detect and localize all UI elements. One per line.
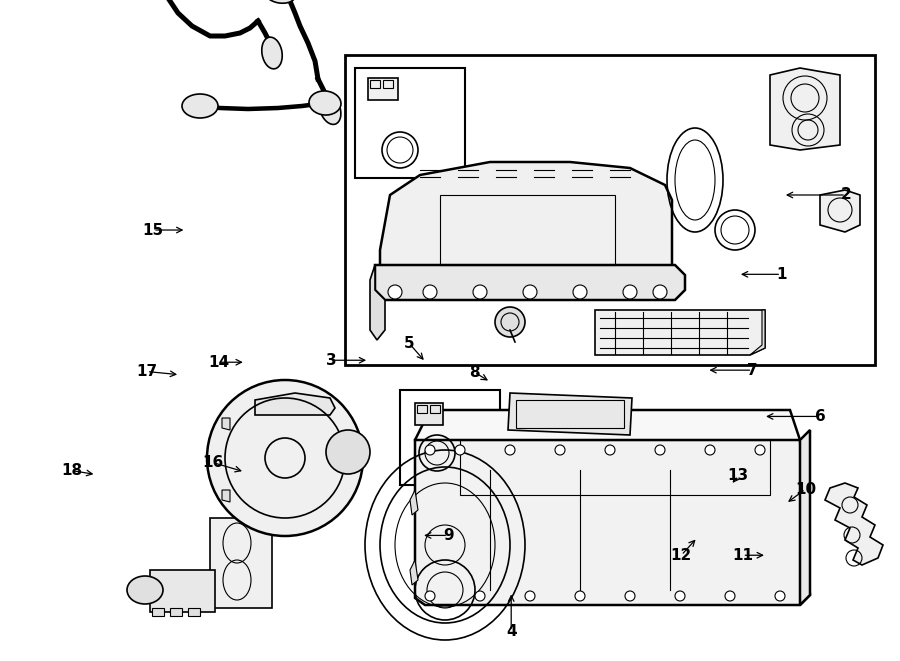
- Text: 2: 2: [841, 188, 851, 202]
- Bar: [516, 400, 624, 428]
- Ellipse shape: [655, 445, 665, 455]
- Ellipse shape: [725, 591, 735, 601]
- Ellipse shape: [264, 0, 296, 3]
- Text: 15: 15: [142, 223, 164, 237]
- Bar: [383, 80, 393, 88]
- Polygon shape: [825, 483, 883, 565]
- Polygon shape: [410, 560, 418, 585]
- Ellipse shape: [555, 445, 565, 455]
- Text: 10: 10: [795, 482, 816, 496]
- Ellipse shape: [705, 445, 715, 455]
- Ellipse shape: [495, 307, 525, 337]
- Polygon shape: [415, 410, 800, 470]
- Bar: [210, 518, 272, 608]
- Text: 18: 18: [61, 463, 83, 478]
- Polygon shape: [750, 310, 765, 355]
- Bar: [430, 405, 440, 413]
- Bar: [152, 608, 164, 616]
- Text: 5: 5: [404, 336, 415, 351]
- Text: 12: 12: [670, 548, 692, 563]
- Text: 8: 8: [469, 365, 480, 379]
- Ellipse shape: [623, 285, 637, 299]
- Text: 11: 11: [732, 548, 753, 563]
- Polygon shape: [375, 265, 685, 300]
- Bar: [370, 80, 380, 88]
- Ellipse shape: [625, 591, 635, 601]
- Ellipse shape: [605, 445, 615, 455]
- Ellipse shape: [423, 285, 437, 299]
- Ellipse shape: [326, 430, 370, 474]
- Bar: [460, 440, 770, 495]
- Polygon shape: [800, 430, 810, 605]
- Ellipse shape: [473, 285, 487, 299]
- Ellipse shape: [675, 591, 685, 601]
- Ellipse shape: [425, 445, 435, 455]
- Ellipse shape: [425, 591, 435, 601]
- Bar: [368, 78, 398, 100]
- Text: 13: 13: [727, 469, 749, 483]
- Bar: [150, 570, 215, 612]
- Bar: [170, 608, 182, 616]
- Ellipse shape: [775, 591, 785, 601]
- Ellipse shape: [505, 445, 515, 455]
- Polygon shape: [415, 440, 810, 605]
- Ellipse shape: [320, 94, 341, 124]
- Ellipse shape: [455, 445, 465, 455]
- Polygon shape: [770, 68, 840, 150]
- Ellipse shape: [309, 91, 341, 115]
- Bar: [417, 405, 427, 413]
- Text: 6: 6: [815, 409, 826, 424]
- Polygon shape: [370, 265, 385, 340]
- Ellipse shape: [755, 445, 765, 455]
- Ellipse shape: [127, 576, 163, 604]
- Polygon shape: [380, 162, 672, 285]
- Text: 4: 4: [506, 624, 517, 639]
- Text: 3: 3: [326, 353, 337, 368]
- Ellipse shape: [523, 285, 537, 299]
- Bar: [355, 68, 465, 178]
- Text: 16: 16: [202, 455, 224, 470]
- Ellipse shape: [388, 285, 402, 299]
- Text: 1: 1: [776, 267, 787, 282]
- Ellipse shape: [573, 285, 587, 299]
- Bar: [400, 390, 500, 485]
- Ellipse shape: [262, 37, 283, 69]
- Polygon shape: [228, 415, 265, 510]
- Ellipse shape: [475, 591, 485, 601]
- Bar: [440, 195, 615, 265]
- Polygon shape: [222, 418, 230, 430]
- Text: 9: 9: [443, 528, 454, 543]
- Polygon shape: [595, 310, 765, 355]
- Polygon shape: [255, 393, 335, 415]
- Bar: [188, 608, 200, 616]
- Polygon shape: [508, 393, 632, 435]
- Text: 14: 14: [208, 355, 230, 369]
- Polygon shape: [820, 190, 860, 232]
- Bar: [415, 403, 443, 425]
- Polygon shape: [222, 490, 230, 502]
- Ellipse shape: [575, 591, 585, 601]
- Ellipse shape: [207, 380, 363, 536]
- Ellipse shape: [653, 285, 667, 299]
- Text: 7: 7: [747, 363, 758, 377]
- Text: 17: 17: [136, 364, 158, 379]
- Ellipse shape: [182, 94, 218, 118]
- Polygon shape: [410, 490, 418, 515]
- Bar: [345, 55, 875, 365]
- Ellipse shape: [525, 591, 535, 601]
